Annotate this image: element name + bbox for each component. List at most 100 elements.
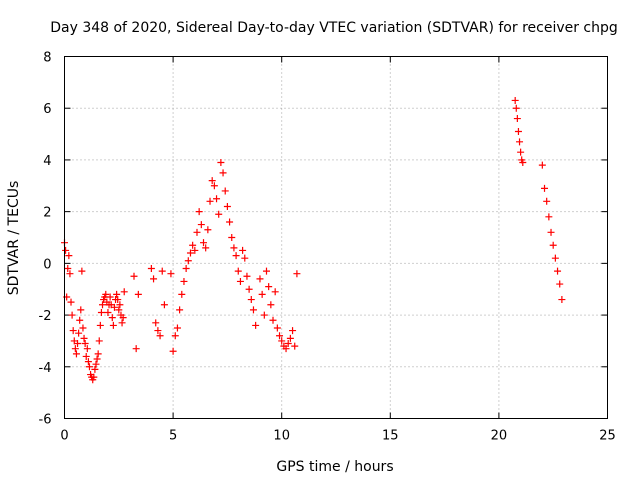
- y-tick-label: 6: [43, 102, 51, 117]
- data-point: [115, 306, 123, 314]
- y-tick-label: 4: [43, 154, 51, 169]
- data-point: [71, 345, 79, 353]
- data-point: [176, 306, 184, 314]
- data-point: [62, 246, 70, 254]
- data-point: [517, 148, 525, 156]
- data-point: [189, 241, 197, 249]
- x-axis-label: GPS time / hours: [276, 459, 393, 475]
- data-point: [85, 363, 93, 371]
- data-point: [84, 358, 92, 366]
- data-point: [245, 285, 253, 293]
- data-point: [262, 267, 270, 275]
- data-point: [93, 355, 101, 363]
- data-point: [152, 319, 160, 327]
- data-point: [269, 316, 277, 324]
- data-point: [91, 365, 99, 373]
- chart-title: Day 348 of 2020, Sidereal Day-to-day VTE…: [50, 20, 618, 36]
- data-point: [289, 327, 297, 335]
- data-point: [69, 327, 77, 335]
- data-point: [543, 197, 551, 205]
- data-point: [109, 321, 117, 329]
- y-axis-label: SDTVAR / TECUs: [6, 181, 22, 296]
- data-point: [265, 283, 273, 291]
- data-point: [81, 340, 89, 348]
- data-point: [210, 182, 218, 190]
- data-point: [284, 340, 292, 348]
- data-point: [154, 327, 162, 335]
- data-point: [178, 290, 186, 298]
- data-point: [79, 324, 87, 332]
- data-point: [538, 161, 546, 169]
- data-point: [204, 226, 212, 234]
- axis-ticks: 0 5 10 15 20 25 -6 -4 -2 0 2 4 6 8: [39, 51, 616, 444]
- data-point: [549, 241, 557, 249]
- data-point: [513, 115, 521, 123]
- data-point: [82, 352, 90, 360]
- data-point: [258, 290, 266, 298]
- data-point: [104, 308, 112, 316]
- data-point: [132, 345, 140, 353]
- data-point: [195, 208, 203, 216]
- data-point: [221, 187, 229, 195]
- x-tick-label: 5: [169, 429, 177, 444]
- y-tick-label: 8: [43, 51, 51, 66]
- grid: [64, 56, 608, 419]
- data-point: [551, 254, 559, 262]
- data-point: [208, 177, 216, 185]
- data-point: [226, 218, 234, 226]
- data-point: [232, 252, 240, 260]
- data-point: [230, 244, 238, 252]
- y-tick-label: 0: [43, 257, 51, 272]
- data-point: [234, 267, 242, 275]
- data-point: [158, 267, 166, 275]
- data-point: [215, 210, 223, 218]
- data-point: [130, 272, 138, 280]
- x-tick-label: 25: [599, 429, 616, 444]
- data-point: [110, 303, 118, 311]
- data-point: [78, 267, 86, 275]
- data-point: [119, 314, 127, 322]
- data-points: [61, 96, 566, 384]
- data-point: [193, 228, 201, 236]
- y-tick-label: -2: [39, 309, 52, 324]
- data-point: [75, 329, 83, 337]
- data-point: [118, 319, 126, 327]
- data-point: [514, 127, 522, 135]
- data-point: [167, 270, 175, 278]
- data-point: [239, 246, 247, 254]
- data-point: [541, 184, 549, 192]
- data-point: [554, 267, 562, 275]
- data-point: [97, 308, 105, 316]
- data-point: [247, 296, 255, 304]
- data-point: [147, 265, 155, 273]
- data-point: [94, 350, 102, 358]
- data-point: [182, 265, 190, 273]
- data-point: [286, 334, 294, 342]
- data-point: [512, 104, 520, 112]
- data-point: [223, 202, 231, 210]
- x-tick-label: 0: [60, 429, 68, 444]
- plot-frame: [64, 56, 608, 419]
- data-point: [90, 373, 98, 381]
- data-point: [276, 332, 284, 340]
- data-point: [197, 221, 205, 229]
- data-point: [156, 332, 164, 340]
- data-point: [217, 159, 225, 167]
- data-point: [271, 288, 279, 296]
- data-point: [72, 350, 80, 358]
- data-point: [113, 290, 121, 298]
- data-point: [76, 316, 84, 324]
- data-point: [213, 195, 221, 203]
- data-point: [186, 249, 194, 257]
- data-point: [256, 275, 264, 283]
- data-point: [160, 301, 168, 309]
- data-point: [219, 169, 227, 177]
- data-point: [200, 239, 208, 247]
- data-point: [116, 301, 124, 309]
- y-tick-label: 2: [43, 206, 51, 221]
- data-point: [134, 290, 142, 298]
- data-point: [291, 342, 299, 350]
- data-point: [106, 293, 114, 301]
- data-point: [173, 324, 181, 332]
